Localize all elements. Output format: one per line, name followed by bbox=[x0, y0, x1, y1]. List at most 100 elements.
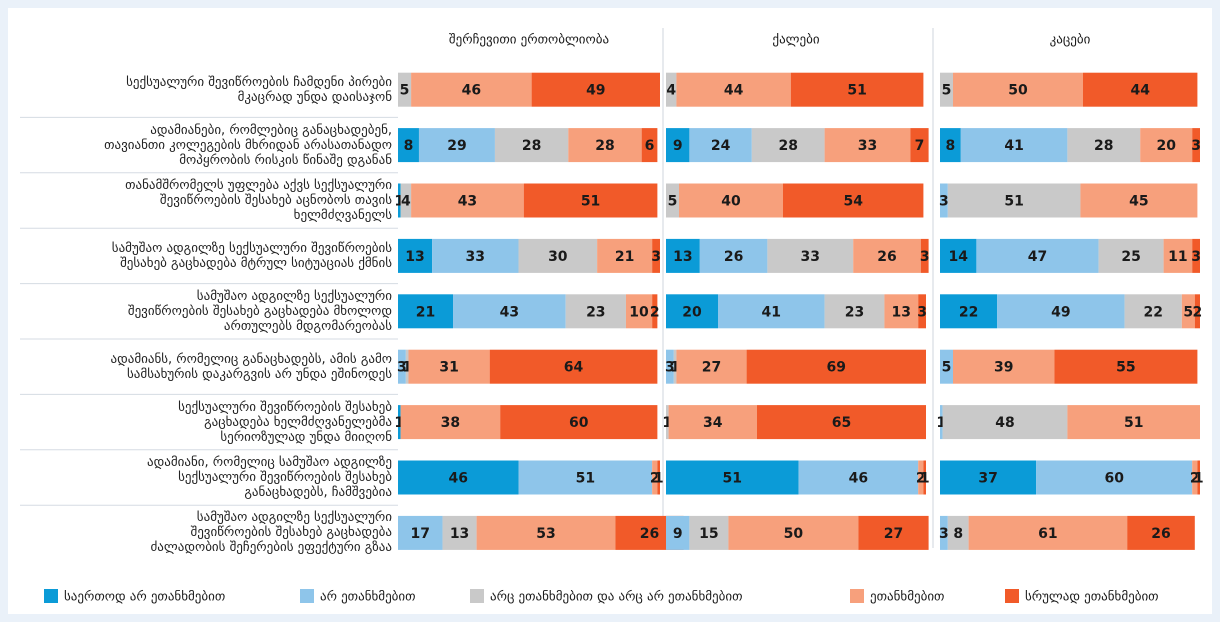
value-label: 28 bbox=[778, 138, 797, 154]
value-label: 4 bbox=[401, 194, 411, 210]
bar-segment bbox=[940, 128, 961, 163]
value-label: 3 bbox=[917, 304, 927, 320]
value-label: 51 bbox=[1124, 415, 1143, 431]
bar-segment bbox=[976, 238, 1099, 273]
value-label: 49 bbox=[1051, 304, 1070, 320]
value-label: 26 bbox=[877, 249, 896, 265]
value-label: 3 bbox=[397, 360, 407, 376]
bar-segment bbox=[689, 128, 752, 163]
bar-segment bbox=[918, 294, 926, 329]
bar-segment bbox=[767, 238, 854, 273]
bar-segment bbox=[398, 460, 519, 495]
bar-segment bbox=[940, 349, 953, 384]
value-label: 21 bbox=[615, 249, 634, 265]
value-label: 40 bbox=[721, 194, 741, 210]
bar-segment bbox=[1194, 294, 1200, 329]
bar-segment bbox=[920, 238, 929, 273]
bar-segment bbox=[942, 405, 1068, 440]
value-label: 14 bbox=[948, 249, 968, 265]
value-label: 2 bbox=[650, 471, 660, 487]
bar-segment bbox=[679, 183, 783, 218]
bar-segment bbox=[400, 405, 501, 440]
bar-segment bbox=[940, 294, 998, 329]
value-label: 13 bbox=[450, 526, 469, 542]
bar-segment bbox=[940, 460, 1037, 495]
legend-label: არ ეთანხმებით bbox=[320, 590, 416, 605]
category-label: ადამიანები, რომლებიც განაცხადებენ, თავია… bbox=[104, 122, 392, 168]
bar-segment bbox=[565, 294, 626, 329]
value-label: 51 bbox=[847, 83, 866, 99]
bar-segment bbox=[652, 238, 660, 273]
value-label: 46 bbox=[462, 83, 481, 99]
bar-segment bbox=[1163, 238, 1193, 273]
bar-segment bbox=[910, 128, 929, 163]
bar-segment bbox=[568, 128, 642, 163]
bar-segment bbox=[405, 349, 409, 384]
value-label: 3 bbox=[939, 194, 949, 210]
value-label: 13 bbox=[673, 249, 692, 265]
value-label: 41 bbox=[762, 304, 781, 320]
bar-segment bbox=[489, 349, 658, 384]
value-label: 22 bbox=[1143, 304, 1162, 320]
bar-segment bbox=[398, 294, 454, 329]
bar-segment bbox=[408, 349, 490, 384]
value-label: 29 bbox=[447, 138, 466, 154]
legend-label: ეთანხმებით bbox=[870, 590, 944, 605]
value-label: 3 bbox=[1191, 249, 1201, 265]
bar-segment bbox=[531, 72, 660, 107]
value-label: 9 bbox=[673, 526, 683, 542]
value-label: 3 bbox=[651, 249, 661, 265]
value-label: 48 bbox=[995, 415, 1014, 431]
bar-segment bbox=[442, 515, 477, 550]
bar-segment bbox=[1083, 72, 1198, 107]
value-label: 20 bbox=[682, 304, 702, 320]
bar-segment bbox=[947, 183, 1081, 218]
category-label: ადამიანს, რომელიც განაცხადებს, ამის გამო… bbox=[110, 351, 393, 382]
category-label: თანამშრომელს უფლება აქვს სექსუალური შევი… bbox=[125, 177, 392, 223]
bar-segment bbox=[676, 349, 747, 384]
bar-segment bbox=[523, 183, 658, 218]
value-label: 2 bbox=[1193, 304, 1203, 320]
bar-segment bbox=[666, 349, 674, 384]
legend-label: საერთოდ არ ეთანხმებით bbox=[64, 590, 225, 605]
value-label: 28 bbox=[522, 138, 541, 154]
bar-segment bbox=[666, 405, 669, 440]
value-label: 8 bbox=[404, 138, 414, 154]
category-label: სექსუალური შევიწროების შესახებ გაცხადება… bbox=[178, 399, 392, 445]
panel-title: ქალები bbox=[772, 33, 819, 48]
value-label: 11 bbox=[1168, 249, 1187, 265]
value-label: 26 bbox=[640, 526, 659, 542]
bar-segment bbox=[398, 183, 401, 218]
value-label: 15 bbox=[699, 526, 718, 542]
value-label: 33 bbox=[466, 249, 485, 265]
bar-segment bbox=[666, 183, 679, 218]
value-label: 33 bbox=[801, 249, 820, 265]
value-label: 3 bbox=[665, 360, 675, 376]
value-label: 39 bbox=[994, 360, 1013, 376]
value-label: 54 bbox=[843, 194, 863, 210]
value-label: 69 bbox=[827, 360, 846, 376]
bar-segment bbox=[783, 183, 924, 218]
value-label: 24 bbox=[711, 138, 731, 154]
value-label: 60 bbox=[569, 415, 589, 431]
bar-segment bbox=[625, 294, 653, 329]
value-label: 2 bbox=[916, 471, 926, 487]
value-label: 44 bbox=[1130, 83, 1150, 99]
bar-segment bbox=[398, 128, 419, 163]
value-label: 7 bbox=[915, 138, 925, 154]
value-label: 60 bbox=[1104, 471, 1124, 487]
legend-swatch bbox=[850, 589, 864, 603]
bar-segment bbox=[398, 72, 412, 107]
bar-segment bbox=[1098, 238, 1164, 273]
bar-segment bbox=[923, 460, 926, 495]
bar-segment bbox=[652, 294, 658, 329]
value-label: 22 bbox=[959, 304, 978, 320]
bar-segment bbox=[1036, 460, 1193, 495]
bar-segment bbox=[718, 294, 825, 329]
bar-segment bbox=[500, 405, 658, 440]
bar-segment bbox=[1192, 128, 1200, 163]
bar-segment bbox=[940, 405, 943, 440]
value-label: 17 bbox=[411, 526, 430, 542]
bar-segment bbox=[453, 294, 566, 329]
value-label: 13 bbox=[892, 304, 911, 320]
